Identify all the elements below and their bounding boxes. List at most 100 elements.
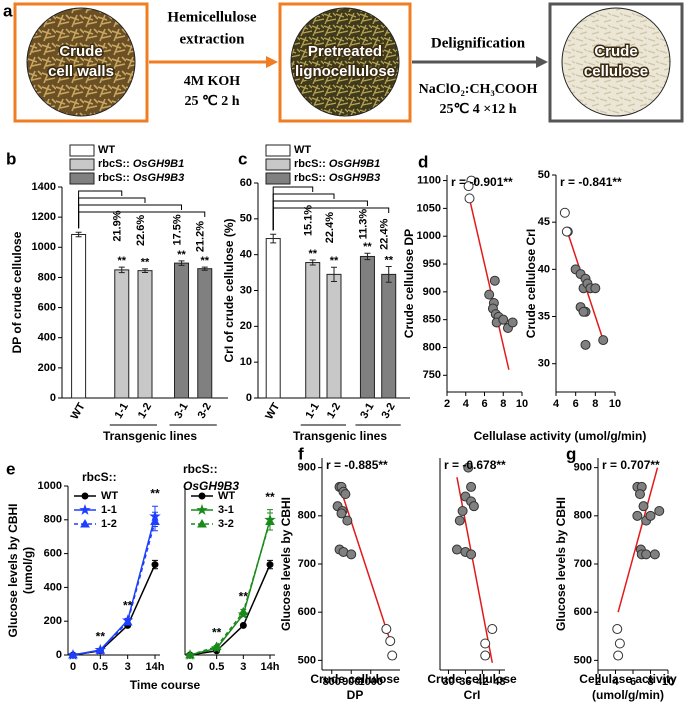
y-tick-label: 30 <box>240 284 252 296</box>
x-tick-label: 6 <box>630 676 636 688</box>
point <box>463 462 474 473</box>
significance: ** <box>308 248 317 260</box>
y-tick-label: 40 <box>538 263 550 275</box>
x-tick-label: 4 <box>553 398 560 410</box>
step-label: cellulose <box>584 63 648 80</box>
point <box>464 193 475 204</box>
percent-label: 17.5% <box>171 214 183 245</box>
point <box>484 289 495 300</box>
step-frame <box>548 2 684 123</box>
x-tick-label: 30 <box>442 676 454 688</box>
x-axis-label: Crude cellulose <box>427 672 517 686</box>
annotation: r = -0.901** <box>451 175 513 189</box>
arrow-label: Hemicellulose <box>167 9 256 25</box>
chart-title: rbcS:: <box>183 462 218 476</box>
marker <box>239 621 247 629</box>
y-tick-label: 30 <box>538 358 550 370</box>
legend-label: rbcS:: OsGH9B1 <box>98 158 184 170</box>
y-tick-label: 700 <box>298 558 316 570</box>
significance: ** <box>177 249 186 261</box>
x-tick-label: 1000 <box>359 676 383 688</box>
y-tick-label: 40 <box>240 249 252 261</box>
y-tick-label: 1100 <box>417 174 441 186</box>
y-tick-label: 600 <box>574 606 592 618</box>
legend-text: OsGH9B3 <box>133 172 184 184</box>
point <box>385 636 396 647</box>
x-tick-label: 10 <box>516 398 528 410</box>
error-bar <box>385 265 392 283</box>
point <box>342 515 353 526</box>
legend-label: 1-2 <box>101 518 117 530</box>
point <box>463 181 474 192</box>
percent-label: 21.2% <box>195 221 207 252</box>
percent-label: 22.4% <box>324 212 336 243</box>
trend-line <box>469 202 510 370</box>
chart-title: OsGH9B3 <box>183 479 239 493</box>
point <box>346 549 357 560</box>
point <box>466 549 477 560</box>
y-tick-label: 0 <box>56 649 62 661</box>
bar <box>71 233 87 399</box>
point <box>612 624 623 635</box>
y-tick-label: 600 <box>38 301 56 313</box>
point <box>489 275 500 286</box>
marker <box>150 516 160 525</box>
x-axis-label: Transgenic lines <box>103 429 197 443</box>
panel-letter: c <box>238 149 247 168</box>
trend-line <box>617 467 659 613</box>
panel-letter: e <box>6 459 15 478</box>
sample-photo <box>26 7 136 117</box>
arrow-condition: 25 ℃ 2 h <box>184 94 239 109</box>
legend-text: OsGH9B1 <box>133 158 184 170</box>
x-tick-label: 1-2 <box>325 401 343 421</box>
point <box>507 317 518 328</box>
percent-label: 15.1% <box>303 205 315 236</box>
panel-a <box>13 2 684 123</box>
x-tick-label: 10 <box>662 676 674 688</box>
y-tick-label: 900 <box>298 462 316 474</box>
x-tick-label: 0.5 <box>93 661 108 673</box>
x-tick-label: 3 <box>240 661 246 673</box>
arrow-label: Delignification <box>431 35 526 51</box>
legend-swatch <box>265 144 291 157</box>
x-tick-label: 3-2 <box>196 401 214 421</box>
significance: ** <box>330 255 339 267</box>
point <box>451 544 462 555</box>
significance: ** <box>265 490 275 504</box>
significance: ** <box>117 255 126 267</box>
y-tick-label: 400 <box>38 332 56 344</box>
x-tick-label: 0 <box>70 661 76 673</box>
significance: ** <box>363 241 372 253</box>
significance: ** <box>384 254 393 266</box>
point <box>614 638 625 649</box>
bar <box>197 268 213 399</box>
legend-swatch <box>265 158 291 171</box>
point <box>561 226 572 237</box>
x-axis-label: Transgenic lines <box>293 429 387 443</box>
sample-photo <box>290 7 400 117</box>
y-tick-label: 1000 <box>417 230 441 242</box>
panel-letter: g <box>566 444 576 463</box>
x-tick-label: WT <box>69 401 88 422</box>
point <box>645 510 656 521</box>
x-tick-label: 14h <box>146 661 165 673</box>
x-tick-label: 1-1 <box>303 401 321 421</box>
x-tick-label: 3-1 <box>358 401 376 421</box>
x-axis-label: Crude cellulose <box>310 672 400 686</box>
marker <box>151 561 159 569</box>
error-bar <box>201 266 208 271</box>
chart-title: rbcS:: <box>82 470 117 484</box>
y-tick-label: 800 <box>574 510 592 522</box>
step-frame <box>13 2 149 123</box>
x-tick-label: 3-2 <box>379 401 397 421</box>
x-axis-label: CrI <box>464 688 481 702</box>
legend-label: 3-1 <box>218 504 234 516</box>
error-bar <box>75 231 82 238</box>
y-tick-label: 0 <box>246 392 252 404</box>
y-tick-label: 800 <box>298 510 316 522</box>
marker <box>80 518 90 528</box>
y-tick-label: 45 <box>538 216 550 228</box>
marker <box>68 649 78 659</box>
y-tick-label: 800 <box>423 341 441 353</box>
panel-letter: d <box>418 152 428 171</box>
